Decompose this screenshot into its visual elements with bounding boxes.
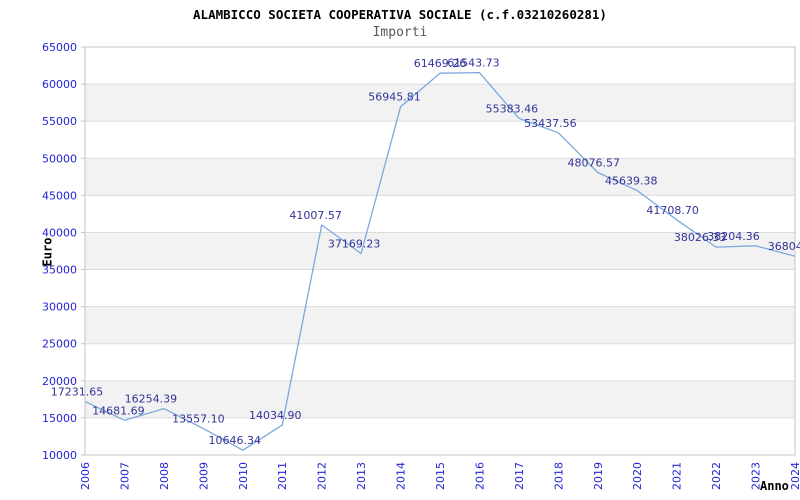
point-label: 37169.23 xyxy=(328,237,381,250)
y-tick-label: 25000 xyxy=(42,338,77,351)
point-label: 36804. xyxy=(768,240,800,253)
x-tick-label: 2015 xyxy=(434,462,447,490)
x-axis-title: Anno xyxy=(760,479,789,493)
point-label: 61543.73 xyxy=(447,57,500,70)
point-label: 45639.38 xyxy=(605,175,658,188)
x-tick-label: 2024 xyxy=(789,462,800,490)
y-tick-label: 30000 xyxy=(42,301,77,314)
y-tick-label: 20000 xyxy=(42,375,77,388)
data-line xyxy=(84,71,796,451)
chart-subtitle: Importi xyxy=(372,25,428,40)
point-label: 38204.36 xyxy=(707,230,760,243)
point-label: 41708.70 xyxy=(646,204,699,217)
y-tick-label: 45000 xyxy=(42,189,77,202)
y-tick-label: 10000 xyxy=(42,449,77,462)
point-label: 48076.57 xyxy=(568,157,621,170)
x-tick-label: 2019 xyxy=(592,462,605,490)
x-tick-label: 2011 xyxy=(276,462,289,490)
x-tick-label: 2020 xyxy=(631,462,644,490)
point-label: 10646.34 xyxy=(209,434,262,447)
y-tick-label: 55000 xyxy=(42,115,77,128)
point-label: 16254.39 xyxy=(125,393,178,406)
y-tick-label: 60000 xyxy=(42,78,77,91)
y-tick-label: 40000 xyxy=(42,226,77,239)
x-tick-label: 2014 xyxy=(395,462,408,490)
point-label: 38026.33 xyxy=(674,231,727,244)
point-label: 55383.46 xyxy=(486,102,539,115)
x-tick-label: 2006 xyxy=(79,462,92,490)
y-tick-label: 35000 xyxy=(42,264,77,277)
x-tick-label: 2023 xyxy=(750,462,763,490)
x-tick-label: 2021 xyxy=(671,462,684,490)
plot-band xyxy=(85,306,795,344)
y-tick-label: 50000 xyxy=(42,152,77,165)
point-label: 17231.65 xyxy=(51,385,104,398)
x-tick-label: 2013 xyxy=(355,462,368,490)
x-tick-label: 2008 xyxy=(158,462,171,490)
y-axis-title: Euro xyxy=(40,237,55,267)
chart-title: ALAMBICCO SOCIETA COOPERATIVA SOCIALE (c… xyxy=(193,7,607,22)
plot-band xyxy=(85,380,795,418)
point-label: 56945.81 xyxy=(368,91,421,104)
y-tick-label: 65000 xyxy=(42,41,77,54)
plot-border xyxy=(84,46,796,456)
point-label: 14681.69 xyxy=(92,404,145,417)
point-label: 41007.57 xyxy=(289,209,342,222)
x-tick-label: 2007 xyxy=(118,462,131,490)
plot-band xyxy=(85,232,795,270)
x-tick-label: 2018 xyxy=(552,462,565,490)
y-tick-label: 15000 xyxy=(42,412,77,425)
plot-band xyxy=(85,158,795,196)
x-tick-label: 2017 xyxy=(513,462,526,490)
point-label: 53437.56 xyxy=(524,117,577,130)
plot-band xyxy=(85,84,795,122)
x-tick-label: 2022 xyxy=(710,462,723,490)
point-label: 13557.10 xyxy=(172,413,225,426)
x-tick-label: 2016 xyxy=(473,462,486,490)
point-label: 61469.26 xyxy=(414,57,467,70)
x-tick-label: 2009 xyxy=(197,462,210,490)
x-tick-label: 2012 xyxy=(316,462,329,490)
point-label: 14034.90 xyxy=(249,409,302,422)
x-tick-label: 2010 xyxy=(237,462,250,490)
